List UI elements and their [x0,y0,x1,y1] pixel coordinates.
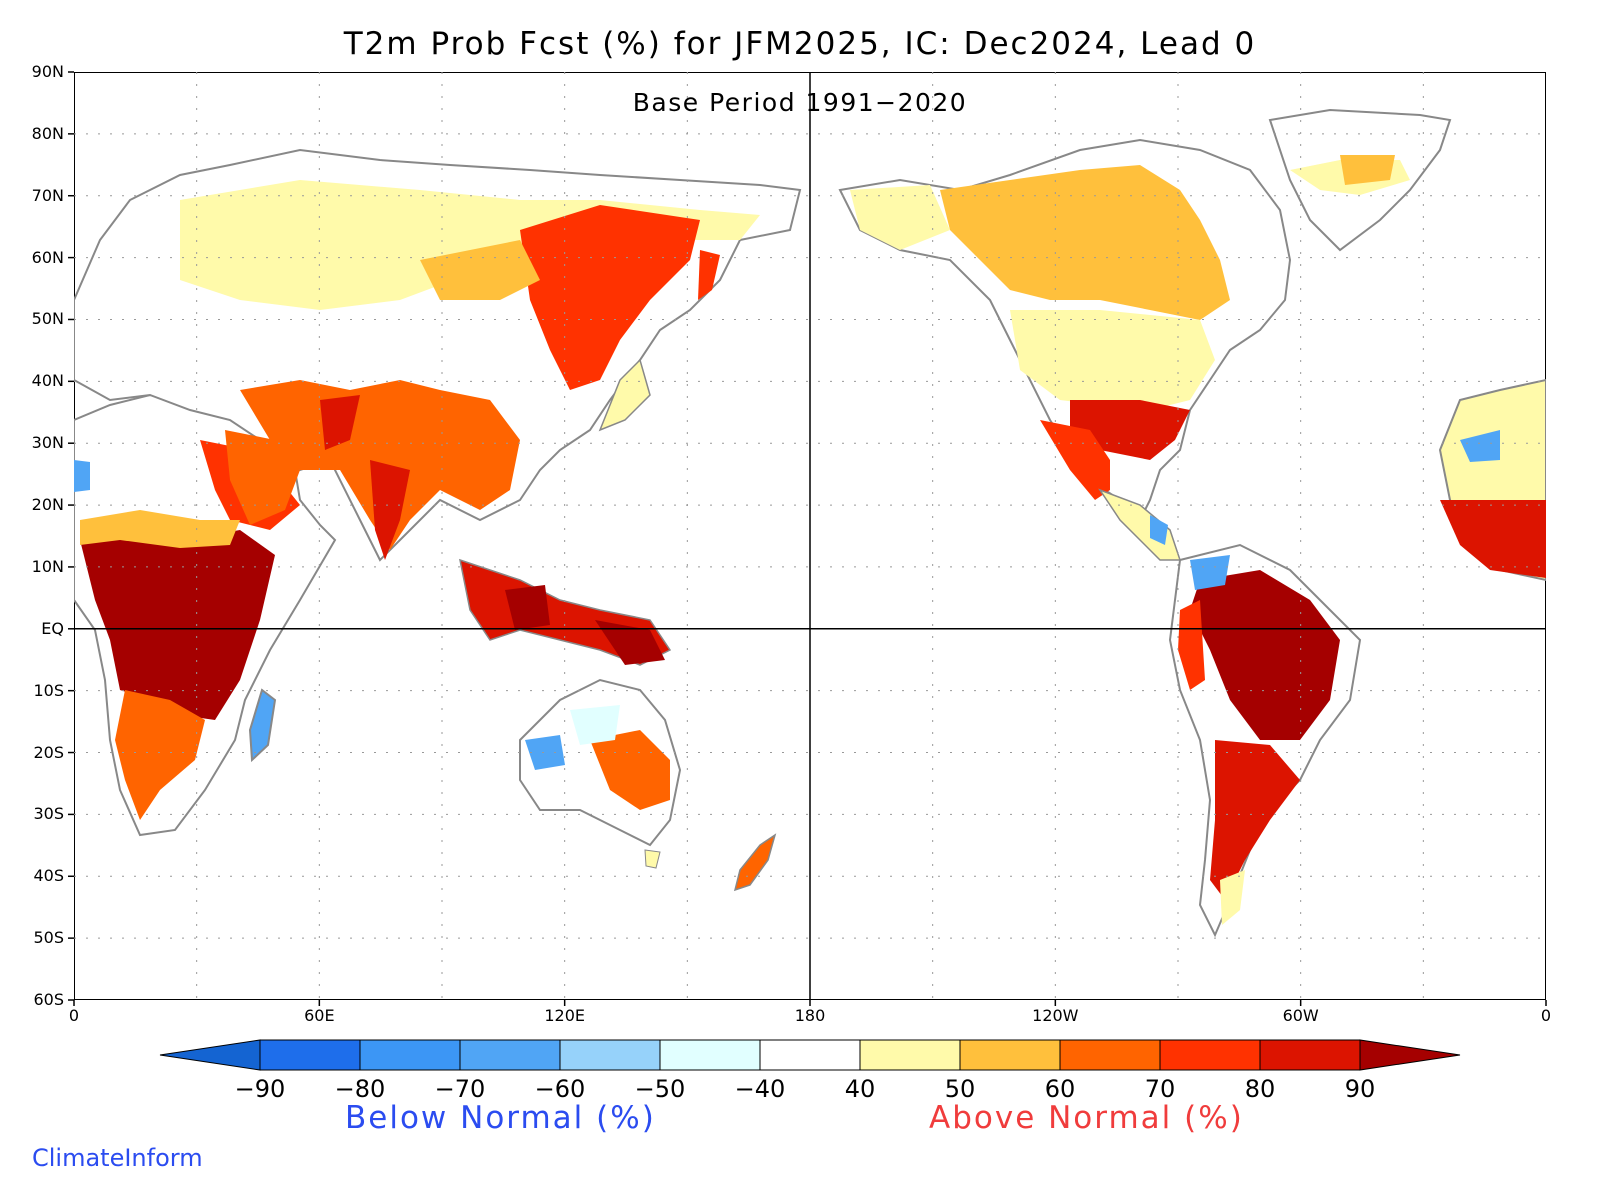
colorbar-tick-label: −70 [434,1075,486,1103]
eurasia-anomaly-east [520,205,700,390]
colorbar-swatch [459,1039,561,1071]
lon-tick-label: 0 [1540,1006,1552,1025]
colorbar-tick-label: 90 [1344,1075,1376,1103]
australia-anomaly-west [525,735,565,770]
canada-anomaly [940,165,1230,320]
colorbar-swatch [859,1039,961,1071]
patagonia-anomaly [1220,870,1245,925]
japan [598,358,651,432]
india-anomaly [370,460,410,560]
africa-anomaly-sahel [80,510,240,548]
lat-tick-label: EQ [41,618,64,638]
asia-anomaly-core [320,395,360,450]
colorbar-tick-label: −80 [334,1075,386,1103]
central-america-cool [1150,515,1168,545]
colorbar-swatch [759,1039,861,1071]
south-america-anomaly-west [1178,600,1205,690]
map-title: T2m Prob Fcst (%) for JFM2025, IC: Dec20… [343,26,1257,62]
lat-tick-label: 40S [33,866,64,886]
kamchatka-anomaly [698,250,720,300]
lat-tick-label: 70N [31,185,64,205]
lon-tick-label: 120W [1032,1006,1079,1025]
lat-tick-label: 30N [31,433,64,453]
arabia-anomaly [225,430,300,525]
west-africa-right-anomaly [1440,500,1546,578]
lat-tick-label: 60N [31,247,64,267]
mexico-anomaly [1040,420,1110,500]
lat-tick-label: 30S [33,804,64,824]
lat-tick-label: 10N [31,556,64,576]
lat-tick-label: 90N [31,62,64,81]
australia-anomaly-east [590,730,670,810]
colorbar-swatch [659,1039,761,1071]
colorbar-swatch [959,1039,1061,1071]
colorbar-tick-label: −40 [734,1075,786,1103]
base-period-label: Base Period 1991−2020 [632,88,968,117]
colorbar-swatch [359,1039,461,1071]
colorbar-swatch [1259,1039,1361,1071]
australia-anomaly-interior [570,705,620,745]
lat-tick-label: 60S [33,990,64,1009]
colorbar-swatch [1159,1039,1261,1071]
canada-anomaly-light [850,185,950,250]
colorbar-extend-low [159,1039,261,1071]
africa-anomaly-south [115,690,205,820]
colorbar-swatch [559,1039,661,1071]
lat-tick-label: 20S [33,742,64,762]
lon-tick-label: 0 [68,1006,80,1025]
africa-anomaly-tropics [80,520,275,720]
credit-text: ClimateInform [32,1144,203,1172]
colorbar-tick-label: 80 [1244,1075,1276,1103]
lon-tick-label: 180 [794,1006,826,1025]
lat-tick-label: 10S [33,680,64,700]
map-layer [74,108,1546,938]
lon-tick-label: 60W [1282,1006,1319,1025]
colorbar-tick-label: −50 [634,1075,686,1103]
colorbar-tick-label: −60 [534,1075,586,1103]
lon-tick-label: 120E [544,1006,585,1025]
colorbar-tick-label: 70 [1144,1075,1176,1103]
greenland-anomaly-warm [1340,155,1395,185]
above-normal-label: Above Normal (%) [929,1100,1244,1136]
south-america-anomaly-south [1210,740,1300,900]
colorbar [159,1039,1461,1071]
africa-left-cool [74,460,90,492]
lat-tick-label: 80N [31,123,64,143]
lat-tick-label: 20N [31,495,64,515]
borneo-anomaly [505,585,550,630]
lon-tick-label: 60E [304,1006,335,1025]
new-zealand [733,833,777,892]
amazon-anomaly [1190,570,1340,740]
colorbar-tick-label: −90 [234,1075,286,1103]
west-africa-right-cool [1460,430,1500,462]
colombia-cool [1190,555,1230,590]
colorbar-swatch [1059,1039,1161,1071]
newguinea-anomaly [595,620,665,665]
lat-tick-label: 40N [31,371,64,391]
tasmania [644,849,661,869]
colorbar-tick-label: 50 [944,1075,976,1103]
madagascar [248,688,277,763]
us-anomaly [1010,310,1215,410]
colorbar-swatch [259,1039,361,1071]
below-normal-label: Below Normal (%) [345,1100,656,1136]
colorbar-tick-label: 40 [844,1075,876,1103]
eurasia-anomaly-siberia [420,240,540,300]
gridlines [74,72,1546,1000]
lat-tick-label: 50S [33,928,64,948]
colorbar-tick-label: 60 [1044,1075,1076,1103]
lat-tick-label: 50N [31,309,64,329]
colorbar-extend-high [1359,1039,1461,1071]
axis-ticks [68,71,1547,1006]
